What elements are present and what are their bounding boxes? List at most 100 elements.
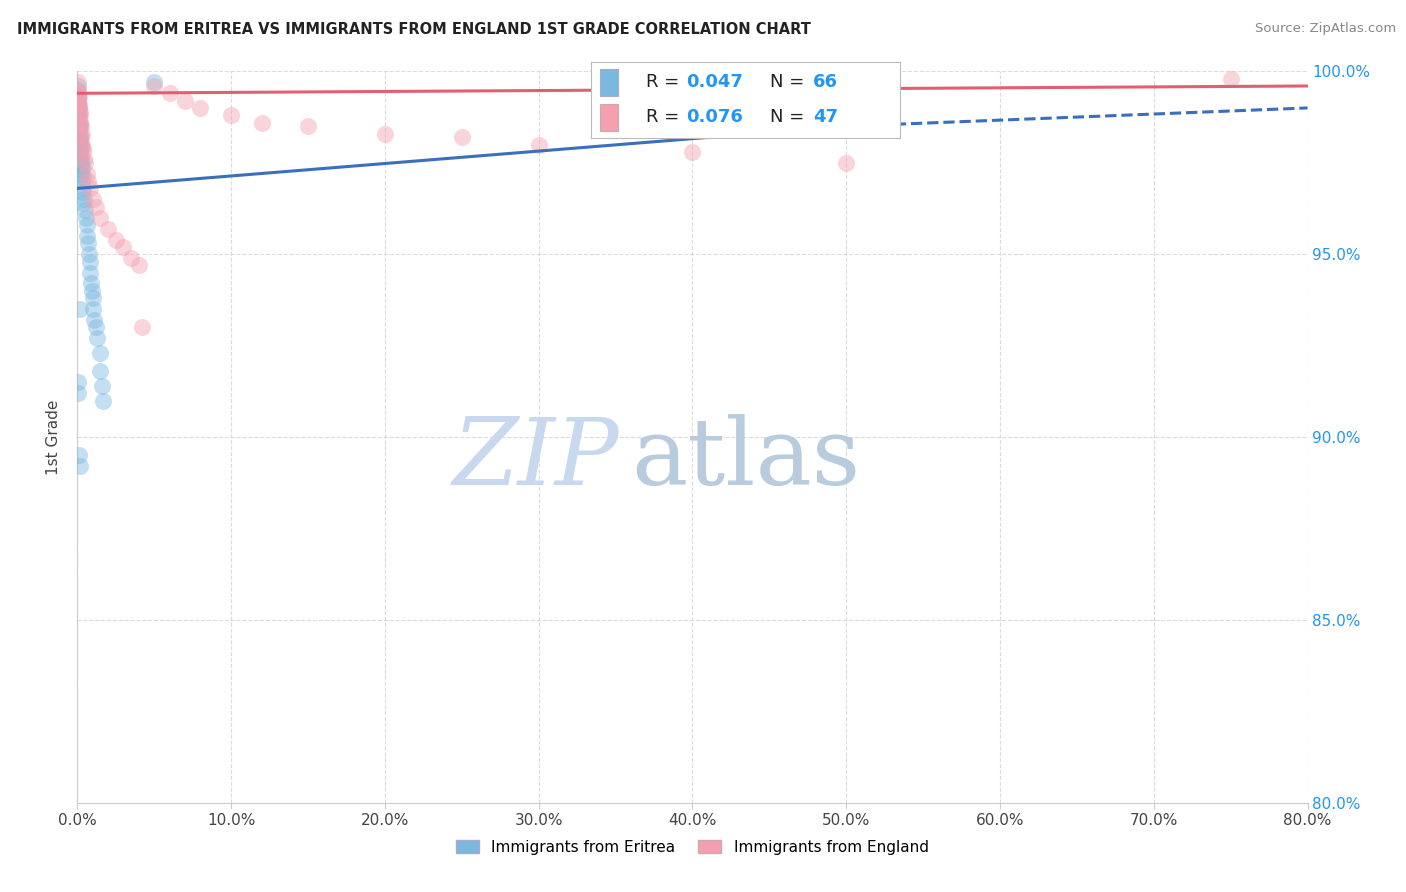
Point <box>83 313 105 327</box>
Point <box>67 145 90 159</box>
Point <box>86 331 108 345</box>
Point <box>67 134 90 148</box>
Point <box>450 130 472 145</box>
Point <box>77 174 100 188</box>
Text: R =: R = <box>647 108 685 126</box>
Point <box>69 152 91 166</box>
Point <box>67 94 90 108</box>
Point <box>90 379 114 393</box>
Legend: Immigrants from Eritrea, Immigrants from England: Immigrants from Eritrea, Immigrants from… <box>450 834 935 861</box>
Point <box>72 170 94 185</box>
Point <box>527 137 550 152</box>
Point <box>66 94 89 108</box>
Point <box>69 115 91 129</box>
Point <box>76 229 98 244</box>
Point <box>188 101 212 115</box>
Point <box>80 277 103 291</box>
Point <box>67 90 90 104</box>
Point <box>70 130 93 145</box>
Point <box>82 193 104 207</box>
Point <box>66 90 89 104</box>
Point <box>67 108 90 122</box>
Point <box>67 376 90 390</box>
Point <box>69 130 91 145</box>
Bar <box>600 70 617 95</box>
Point <box>67 112 90 126</box>
Point <box>70 174 93 188</box>
Point <box>66 101 89 115</box>
Point <box>72 196 94 211</box>
Text: R =: R = <box>647 73 685 91</box>
Point <box>69 145 91 159</box>
Point <box>73 152 96 166</box>
Text: atlas: atlas <box>631 414 860 504</box>
Text: Source: ZipAtlas.com: Source: ZipAtlas.com <box>1256 22 1396 36</box>
Point <box>82 301 104 317</box>
Point <box>67 97 90 112</box>
Point <box>79 266 101 280</box>
Point <box>77 247 100 261</box>
Text: 0.047: 0.047 <box>686 73 744 91</box>
Text: ZIP: ZIP <box>451 414 619 504</box>
Point <box>69 120 91 134</box>
Point <box>70 152 93 166</box>
Point <box>67 386 90 401</box>
Point <box>835 155 858 169</box>
Text: N =: N = <box>770 73 810 91</box>
Point <box>97 221 120 235</box>
Point <box>72 185 94 199</box>
Point <box>84 320 107 334</box>
Point <box>73 193 96 207</box>
Point <box>72 181 94 195</box>
Point <box>76 167 98 181</box>
Point <box>66 83 89 97</box>
Point <box>70 167 93 181</box>
Point <box>79 254 101 268</box>
Point <box>77 236 100 251</box>
Point <box>67 120 90 134</box>
Point <box>131 320 153 334</box>
Point <box>66 112 89 126</box>
Point <box>84 200 107 214</box>
Text: 0.076: 0.076 <box>686 108 744 126</box>
Point <box>67 83 90 97</box>
Point <box>80 284 103 298</box>
Text: 66: 66 <box>813 73 838 91</box>
Text: 47: 47 <box>813 108 838 126</box>
Text: N =: N = <box>770 108 810 126</box>
Point <box>112 240 135 254</box>
Point <box>70 120 93 134</box>
Point <box>69 104 91 119</box>
Point <box>69 108 91 122</box>
Point <box>89 346 111 360</box>
Point <box>682 145 704 159</box>
Point <box>143 78 166 93</box>
Point <box>89 211 111 225</box>
Point <box>159 87 181 101</box>
Point <box>219 108 242 122</box>
Point <box>67 108 90 122</box>
Point <box>79 181 101 195</box>
Point <box>82 291 104 305</box>
Point <box>120 251 142 265</box>
Point <box>67 130 90 145</box>
Point <box>67 104 90 119</box>
Y-axis label: 1st Grade: 1st Grade <box>46 400 62 475</box>
Point <box>297 120 319 134</box>
Point <box>69 155 91 169</box>
Point <box>75 211 97 225</box>
Point <box>70 163 93 178</box>
Point <box>250 115 273 129</box>
Point <box>89 364 111 378</box>
Point <box>67 115 90 129</box>
Point <box>73 203 96 218</box>
Point <box>69 127 91 141</box>
Point <box>104 233 127 247</box>
Point <box>67 123 90 137</box>
Point <box>72 145 94 159</box>
Point <box>66 104 89 119</box>
Point <box>67 87 90 101</box>
Point <box>69 137 91 152</box>
Point <box>67 97 90 112</box>
Point <box>93 393 115 408</box>
